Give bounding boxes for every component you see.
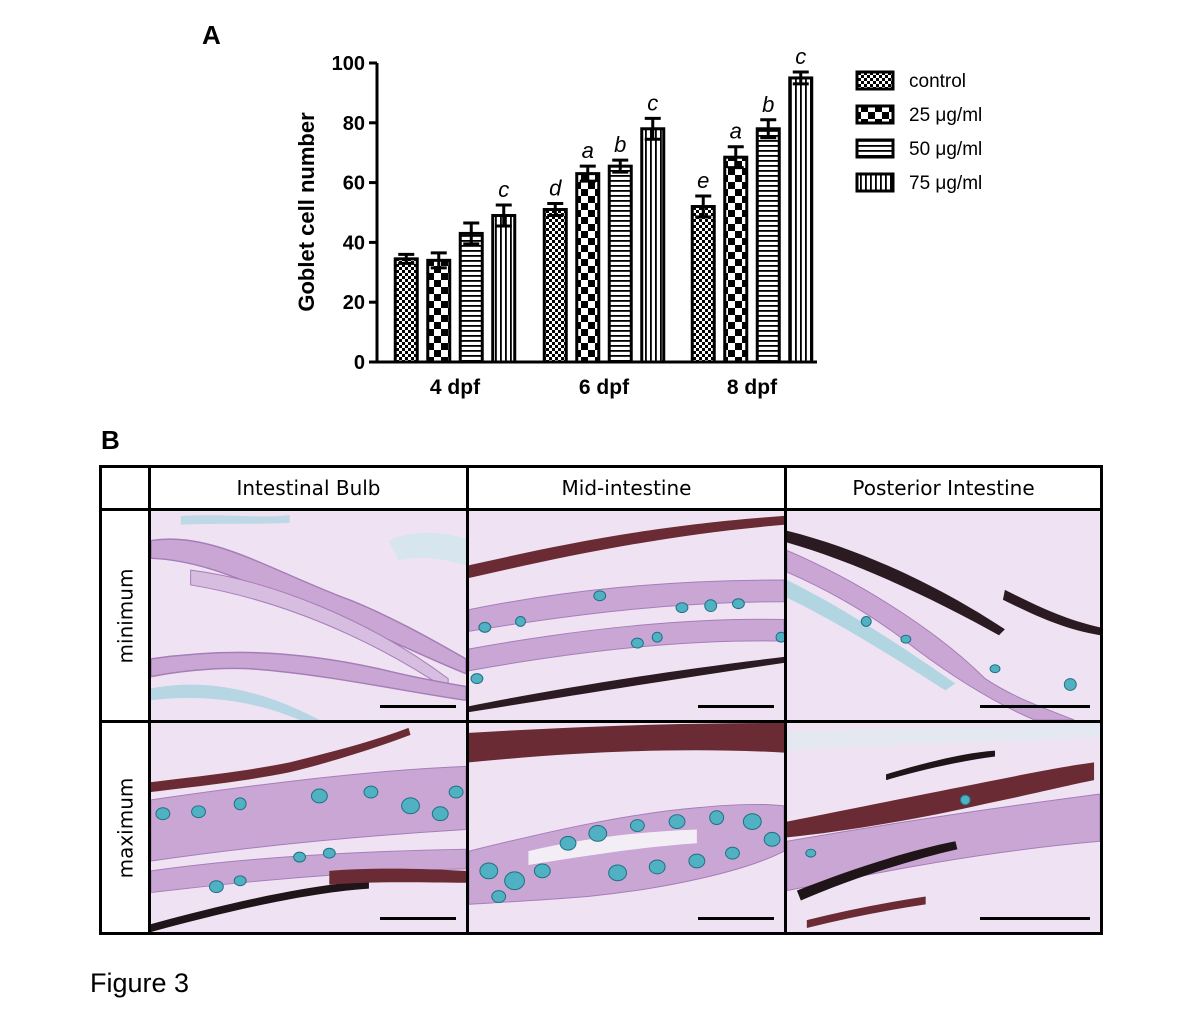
bar [755, 127, 781, 364]
significance-label: c [647, 90, 658, 115]
micrograph-posterior-minimum [784, 508, 1100, 720]
panel-b-label: B [101, 425, 120, 455]
legend-swatch [855, 172, 895, 193]
micrograph-mid-minimum [466, 508, 784, 720]
panel-a-label: A [202, 20, 221, 50]
x-tick-label: 6 dpf [579, 376, 630, 399]
bar [690, 205, 716, 364]
micrograph-mid-maximum [466, 720, 784, 932]
legend-label: 25 μg/ml [909, 105, 982, 126]
bar [491, 213, 517, 364]
y-tick-label: 0 [354, 352, 365, 374]
column-header-intestinal-bulb: Intestinal Bulb [148, 468, 466, 508]
bar [426, 258, 452, 364]
micrograph-bulb-maximum [148, 720, 466, 932]
scale-bar [380, 917, 456, 920]
significance-label: c [795, 44, 806, 69]
y-tick-label: 20 [343, 292, 365, 314]
scale-bar [980, 705, 1090, 708]
significance-label: a [730, 119, 742, 144]
significance-label: d [549, 176, 562, 201]
micrograph-posterior-maximum [784, 720, 1100, 932]
figure-caption: Figure 3 [90, 968, 190, 998]
x-tick-label: 4 dpf [430, 376, 481, 399]
y-axis-title: Goblet cell number [294, 112, 319, 312]
bar [458, 231, 484, 364]
bar [723, 155, 749, 364]
legend-swatch [855, 138, 895, 159]
significance-label: e [697, 168, 709, 193]
scale-bar [698, 705, 774, 708]
legend-swatch [855, 104, 895, 125]
legend-label: 75 μg/ml [909, 173, 982, 194]
column-header-posterior-intestine: Posterior Intestine [784, 468, 1100, 508]
scale-bar [980, 917, 1090, 920]
bar [607, 164, 633, 364]
bar [393, 257, 419, 364]
scale-bar [698, 917, 774, 920]
legend-label: control [909, 71, 966, 92]
row-header-maximum: maximum [102, 720, 148, 932]
y-tick-label: 100 [332, 53, 365, 75]
y-tick-label: 40 [343, 232, 365, 254]
scale-bar [380, 705, 456, 708]
x-tick-label: 8 dpf [727, 376, 778, 399]
significance-label: b [762, 92, 774, 117]
micrograph-bulb-minimum [148, 508, 466, 720]
bar [575, 172, 601, 364]
significance-label: c [498, 177, 509, 202]
legend-swatch [855, 70, 895, 91]
column-header-mid-intestine: Mid-intestine [466, 468, 784, 508]
histology-panel: Intestinal Bulb Mid-intestine Posterior … [99, 465, 1103, 935]
legend-label: 50 μg/ml [909, 139, 982, 160]
y-tick-label: 60 [343, 173, 365, 195]
bar [788, 76, 814, 364]
row-header-minimum: minimum [102, 508, 148, 720]
bar [542, 208, 568, 364]
y-tick-label: 80 [343, 113, 365, 135]
significance-label: b [614, 132, 626, 157]
bar [640, 127, 666, 364]
significance-label: a [582, 138, 594, 163]
